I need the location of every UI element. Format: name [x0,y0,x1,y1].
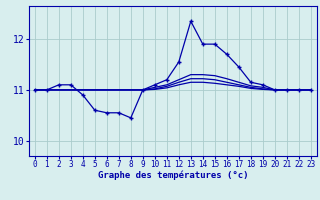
X-axis label: Graphe des températures (°c): Graphe des températures (°c) [98,171,248,180]
